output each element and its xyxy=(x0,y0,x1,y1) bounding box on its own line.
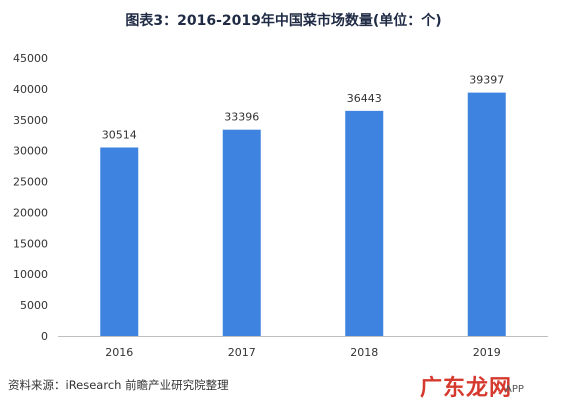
y-tick-label: 15000 xyxy=(13,237,48,250)
bar xyxy=(222,129,261,336)
bars: 30514 33396 36443 39397 xyxy=(100,74,506,336)
bar xyxy=(100,147,139,336)
bar-value-label: 30514 xyxy=(102,128,137,141)
bar-value-label: 33396 xyxy=(224,111,259,124)
x-tick-label: 2018 xyxy=(350,346,378,359)
y-tick-label: 20000 xyxy=(13,206,48,219)
x-tick-label: 2016 xyxy=(105,346,133,359)
y-tick-label: 30000 xyxy=(13,145,48,158)
watermark-logo: 广东龙网 xyxy=(420,376,513,401)
y-tick-label: 25000 xyxy=(13,176,48,189)
chart-title: 图表3：2016-2019年中国菜市场数量(单位：个) xyxy=(125,13,442,29)
x-axis-ticks: 2016 2017 2018 2019 xyxy=(105,346,501,359)
y-tick-label: 10000 xyxy=(13,268,48,281)
bar xyxy=(467,92,506,336)
bar xyxy=(345,110,384,336)
y-tick-label: 0 xyxy=(41,330,48,343)
y-axis-ticks: 0 5000 10000 15000 20000 25000 30000 35000 40000… xyxy=(13,52,48,343)
x-tick-label: 2017 xyxy=(228,346,256,359)
watermark-subtext: APP xyxy=(505,384,524,395)
x-tick-label: 2019 xyxy=(473,346,501,359)
y-tick-label: 45000 xyxy=(13,52,48,65)
source-note: 资料来源：iResearch 前瞻产业研究院整理 xyxy=(8,378,229,392)
bar-value-label: 36443 xyxy=(347,92,382,105)
y-tick-label: 5000 xyxy=(20,299,48,312)
bar-value-label: 39397 xyxy=(469,74,504,87)
y-tick-label: 40000 xyxy=(13,83,48,96)
y-tick-label: 35000 xyxy=(13,114,48,127)
